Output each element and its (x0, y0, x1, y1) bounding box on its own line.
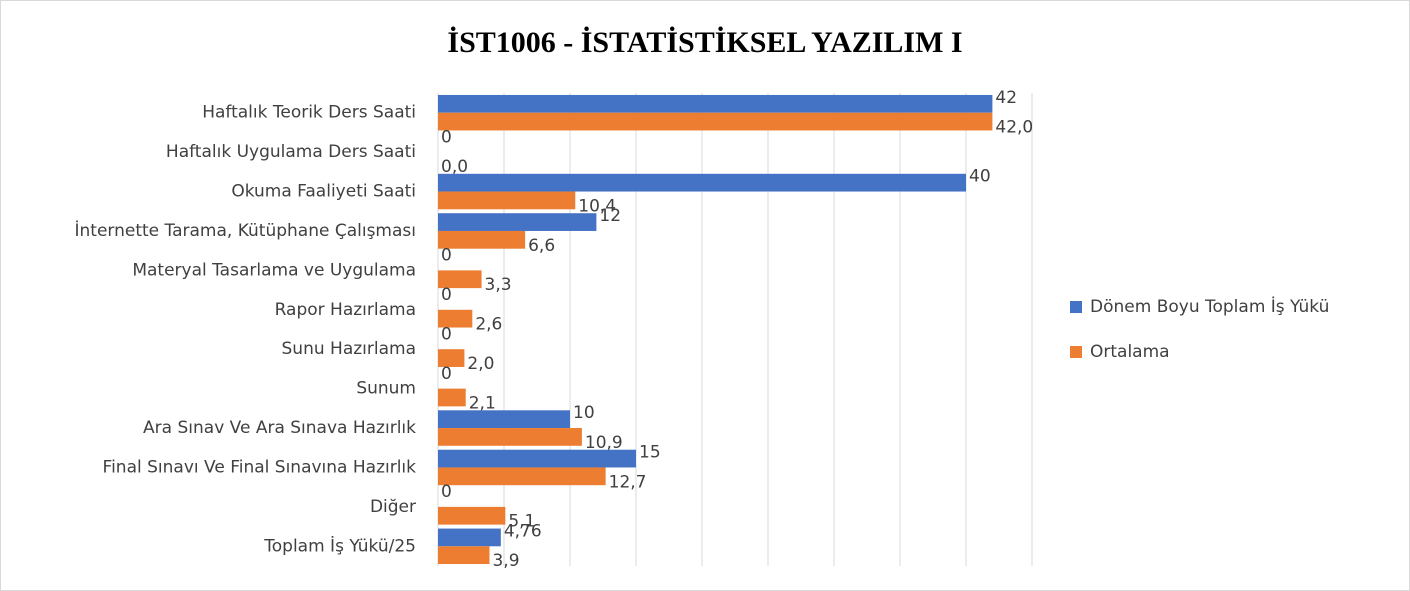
legend-label: Dönem Boyu Toplam İş Yükü (1090, 296, 1329, 317)
data-label: 10 (573, 403, 595, 423)
y-tick-label: Toplam İş Yükü/25 (263, 535, 416, 556)
bar (438, 230, 526, 249)
data-label: 15 (639, 443, 661, 463)
data-label: 0 (441, 482, 452, 502)
data-label: 2,1 (469, 393, 496, 413)
data-label: 0 (441, 324, 452, 344)
data-label: 12 (599, 206, 621, 226)
data-label: 0 (441, 127, 452, 147)
y-tick-label: Materyal Tasarlama ve Uygulama (132, 260, 416, 280)
data-label: 12,7 (609, 472, 647, 492)
data-label: 10,4 (578, 196, 616, 216)
bar (438, 467, 606, 486)
bar (438, 270, 482, 289)
data-label: 0 (441, 364, 452, 384)
y-tick-label: Haftalık Teorik Ders Saati (202, 103, 416, 123)
legend-swatch (1070, 301, 1082, 313)
y-tick-label: Diğer (370, 497, 416, 517)
data-label: 0,0 (441, 157, 468, 177)
data-label: 2,6 (475, 315, 502, 335)
data-label: 40 (969, 167, 991, 187)
data-label: 6,6 (528, 236, 555, 256)
bar (438, 112, 993, 131)
bar (438, 546, 490, 565)
y-tick-label: Ara Sınav Ve Ara Sınava Hazırlık (143, 418, 416, 438)
y-tick-label: Okuma Faaliyeti Saati (231, 182, 416, 202)
data-label: 4,76 (504, 521, 542, 541)
data-label: 2,0 (467, 354, 494, 374)
bar (438, 213, 597, 231)
data-label: 42,0 (995, 118, 1033, 138)
y-tick-label: İnternette Tarama, Kütüphane Çalışması (75, 220, 417, 241)
legend-label: Ortalama (1090, 342, 1170, 362)
data-label: 3,3 (485, 275, 512, 295)
chart-title: İST1006 - İSTATİSTİKSEL YAZILIM I (447, 26, 962, 59)
data-label: 10,9 (585, 433, 623, 453)
bar (438, 173, 966, 192)
bar (438, 388, 466, 407)
bar (438, 449, 636, 468)
y-tick-label: Haftalık Uygulama Ders Saati (166, 142, 416, 162)
bar (438, 191, 576, 210)
bar (438, 506, 506, 525)
bar (438, 94, 993, 113)
bar (438, 349, 465, 367)
data-label: 3,9 (492, 551, 519, 571)
y-tick-label: Sunum (356, 379, 416, 399)
y-tick-label: Sunu Hazırlama (282, 339, 416, 359)
data-label: 42 (995, 88, 1017, 108)
bar (438, 410, 570, 429)
y-tick-label: Final Sınavı Ve Final Sınavına Hazırlık (103, 457, 417, 477)
bar (438, 528, 501, 547)
data-label: 5,1 (508, 512, 535, 532)
data-label: 0 (441, 246, 452, 266)
data-label: 0 (441, 285, 452, 305)
bar (438, 428, 582, 446)
bar (438, 309, 473, 328)
legend-swatch (1070, 346, 1082, 358)
y-tick-label: Rapor Hazırlama (275, 300, 416, 320)
